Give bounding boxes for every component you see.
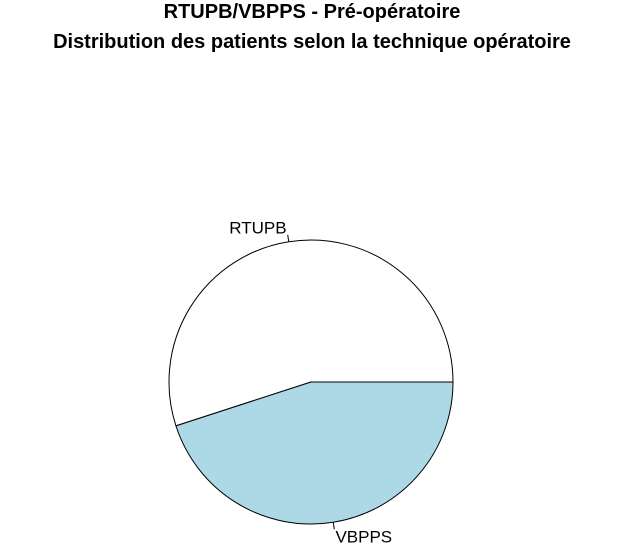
pie-slice-vbpps [175,381,454,525]
chart-title: RTUPB/VBPPS - Pré-opératoire [164,1,461,23]
pie-slices [168,239,454,525]
pie-label-rtupb: RTUPB [229,219,286,238]
pie-label-vbpps: VBPPS [335,527,392,546]
pie-tick-rtupb [287,234,290,242]
pie-tick-vbpps [332,522,335,530]
chart-subtitle: Distribution des patients selon la techn… [53,31,571,53]
pie-labels: RTUPB VBPPS [229,219,392,546]
